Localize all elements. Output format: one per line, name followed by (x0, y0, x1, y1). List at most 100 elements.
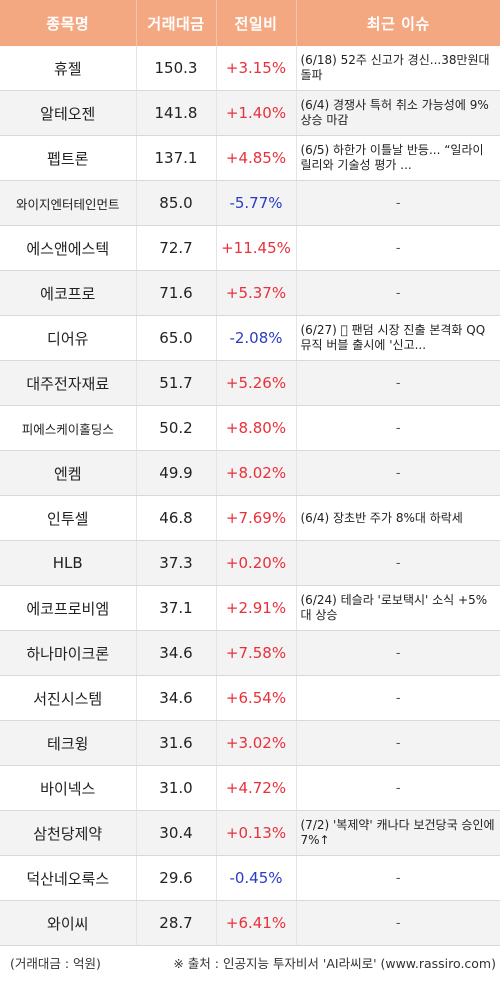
stock-name[interactable]: 펩트론 (0, 135, 137, 181)
stock-name[interactable]: 휴젤 (0, 46, 137, 91)
recent-issue: - (296, 270, 500, 316)
trade-volume: 28.7 (136, 900, 217, 946)
recent-issue[interactable]: (6/24) 테슬라 '로보택시' 소식 +5%대 상승 (296, 585, 500, 631)
change-percent: +5.26% (216, 360, 297, 406)
table-row: 펩트론 137.1 +4.85% (6/5) 하한가 이틀날 반등... “일라이 릴… (0, 135, 500, 181)
recent-issue: - (296, 765, 500, 811)
recent-issue-text: - (395, 375, 401, 391)
table-row: 에스앤에스텍 72.7 +11.45% - (0, 225, 500, 271)
recent-issue[interactable]: (6/27) 󰠀 팬덤 시장 진출 본격화 QQ뮤직 버블 출시에 '신고... (296, 315, 500, 361)
recent-issue[interactable]: (6/5) 하한가 이틀날 반등... “일라이 릴리와 기술성 평가 ... (296, 135, 500, 181)
stock-name[interactable]: 디어유 (0, 315, 137, 361)
trade-volume: 31.0 (136, 765, 217, 811)
change-percent: +8.80% (216, 405, 297, 451)
recent-issue: - (296, 360, 500, 406)
source-note: ※ 출처 : 인공지능 투자비서 'AI라씨로' (www.rassiro.co… (173, 955, 496, 971)
trade-volume: 37.3 (136, 540, 217, 586)
stock-name[interactable]: 엔켐 (0, 450, 137, 496)
trade-volume: 65.0 (136, 315, 217, 361)
trade-volume: 141.8 (136, 90, 217, 136)
stock-name[interactable]: 에코프로 (0, 270, 137, 316)
change-percent: +11.45% (216, 225, 297, 271)
change-percent: +0.13% (216, 810, 297, 856)
stock-name[interactable]: 알테오젠 (0, 90, 137, 136)
change-percent: -5.77% (216, 180, 297, 226)
recent-issue-text: - (395, 870, 401, 886)
change-percent: +7.58% (216, 630, 297, 676)
stock-name[interactable]: 덕산네오룩스 (0, 855, 137, 901)
recent-issue-text: (6/18) 52주 신고가 경신...38만원대 돌파 (300, 53, 490, 82)
table-row: 휴젤 150.3 +3.15% (6/18) 52주 신고가 경신...38만원대 돌… (0, 46, 500, 91)
table-row: 바이넥스 31.0 +4.72% - (0, 765, 500, 811)
table-row: HLB 37.3 +0.20% - (0, 540, 500, 586)
recent-issue: - (296, 720, 500, 766)
recent-issue-text: - (395, 195, 401, 211)
stock-name[interactable]: 삼천당제약 (0, 810, 137, 856)
trade-volume: 34.6 (136, 675, 217, 721)
change-percent: +3.15% (216, 46, 297, 91)
trade-volume: 46.8 (136, 495, 217, 541)
recent-issue-text: (7/2) '복제약' 캐나다 보건당국 승인에 7%↑ (300, 818, 495, 847)
unit-note: (거래대금 : 억원) (10, 955, 101, 971)
change-percent: +1.40% (216, 90, 297, 136)
trade-volume: 50.2 (136, 405, 217, 451)
recent-issue-text: (6/4) 경쟁사 특허 취소 가능성에 9% 상승 마감 (300, 98, 489, 127)
recent-issue-text: - (395, 915, 401, 931)
stock-name[interactable]: 에스앤에스텍 (0, 225, 137, 271)
change-percent: +7.69% (216, 495, 297, 541)
trade-volume: 37.1 (136, 585, 217, 631)
change-percent: +3.02% (216, 720, 297, 766)
stock-name[interactable]: 와이씨 (0, 900, 137, 946)
recent-issue-text: - (395, 690, 401, 706)
trade-volume: 51.7 (136, 360, 217, 406)
table-header-row: 종목명 거래대금 전일비 최근 이슈 (0, 0, 500, 46)
stock-name[interactable]: 서진시스템 (0, 675, 137, 721)
recent-issue: - (296, 900, 500, 946)
table-row: 와이지엔터테인먼트 85.0 -5.77% - (0, 180, 500, 226)
table-row: 삼천당제약 30.4 +0.13% (7/2) '복제약' 캐나다 보건당국 승인에 … (0, 810, 500, 856)
stock-name[interactable]: 테크윙 (0, 720, 137, 766)
header-issue: 최근 이슈 (296, 0, 500, 46)
stock-name[interactable]: 피에스케이홀딩스 (0, 405, 137, 451)
recent-issue: - (296, 405, 500, 451)
change-percent: +8.02% (216, 450, 297, 496)
recent-issue[interactable]: (6/4) 경쟁사 특허 취소 가능성에 9% 상승 마감 (296, 90, 500, 136)
header-name: 종목명 (0, 0, 137, 46)
stock-table: 종목명 거래대금 전일비 최근 이슈 휴젤 150.3 +3.15% (6/18) 5… (0, 0, 500, 946)
header-change: 전일비 (216, 0, 297, 46)
table-row: 에코프로비엠 37.1 +2.91% (6/24) 테슬라 '로보택시' 소식 +5%… (0, 585, 500, 631)
change-percent: +4.85% (216, 135, 297, 181)
recent-issue[interactable]: (6/18) 52주 신고가 경신...38만원대 돌파 (296, 46, 500, 91)
table-row: 피에스케이홀딩스 50.2 +8.80% - (0, 405, 500, 451)
recent-issue[interactable]: (6/4) 장초반 주가 8%대 하락세 (296, 495, 500, 541)
recent-issue-text: - (395, 465, 401, 481)
stock-name[interactable]: 하나마이크론 (0, 630, 137, 676)
stock-name[interactable]: 인투셀 (0, 495, 137, 541)
change-percent: -2.08% (216, 315, 297, 361)
table-row: 디어유 65.0 -2.08% (6/27) 󰠀 팬덤 시장 진출 본격화 QQ뮤직 … (0, 315, 500, 361)
recent-issue: - (296, 180, 500, 226)
stock-name[interactable]: 와이지엔터테인먼트 (0, 180, 137, 226)
recent-issue-text: - (395, 285, 401, 301)
stock-name[interactable]: 대주전자재료 (0, 360, 137, 406)
recent-issue[interactable]: (7/2) '복제약' 캐나다 보건당국 승인에 7%↑ (296, 810, 500, 856)
table-row: 하나마이크론 34.6 +7.58% - (0, 630, 500, 676)
recent-issue: - (296, 540, 500, 586)
stock-name[interactable]: HLB (0, 540, 137, 586)
recent-issue: - (296, 225, 500, 271)
header-volume: 거래대금 (136, 0, 217, 46)
change-percent: -0.45% (216, 855, 297, 901)
stock-name[interactable]: 에코프로비엠 (0, 585, 137, 631)
recent-issue: - (296, 630, 500, 676)
table-row: 알테오젠 141.8 +1.40% (6/4) 경쟁사 특허 취소 가능성에 9% 상… (0, 90, 500, 136)
table-row: 대주전자재료 51.7 +5.26% - (0, 360, 500, 406)
table-footer: (거래대금 : 억원) ※ 출처 : 인공지능 투자비서 'AI라씨로' (ww… (0, 946, 500, 978)
recent-issue-text: - (395, 555, 401, 571)
stock-name[interactable]: 바이넥스 (0, 765, 137, 811)
trade-volume: 30.4 (136, 810, 217, 856)
table-row: 서진시스템 34.6 +6.54% - (0, 675, 500, 721)
change-percent: +5.37% (216, 270, 297, 316)
table-row: 에코프로 71.6 +5.37% - (0, 270, 500, 316)
change-percent: +6.54% (216, 675, 297, 721)
